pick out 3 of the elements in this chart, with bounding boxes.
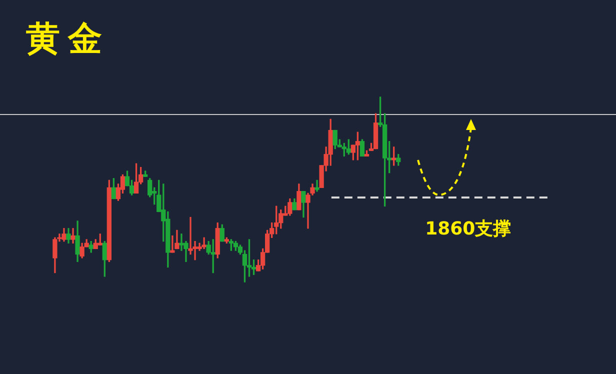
chart-title: 黄金 bbox=[26, 18, 110, 61]
candlestick bbox=[314, 180, 320, 192]
annotation: 1860支撑 bbox=[425, 218, 512, 240]
